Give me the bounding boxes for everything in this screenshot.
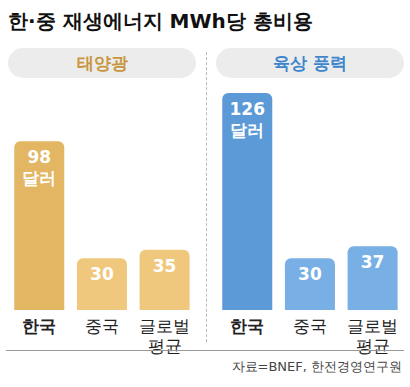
html-text:평균: 평균: [355, 336, 390, 356]
svg-text:한국: 한국: [230, 316, 264, 336]
svg-text:37: 37: [361, 252, 385, 272]
svg-text:30: 30: [90, 264, 114, 284]
svg-text:중국: 중국: [85, 316, 119, 336]
html-text:글로벌: 글로벌: [139, 316, 191, 336]
svg-text:126달러: 126달러: [230, 99, 266, 140]
svg-text:한국: 한국: [22, 316, 56, 336]
html-text:자료=BNEF, 한전경영연구원: 자료=BNEF, 한전경영연구원: [231, 359, 402, 374]
html-text:평균: 평균: [147, 336, 182, 356]
svg-text:35: 35: [153, 256, 177, 276]
html-text:글로벌: 글로벌: [347, 316, 399, 336]
html-text:한·중 재생에너지 MWh당 총비용: 한·중 재생에너지 MWh당 총비용: [8, 9, 313, 33]
svg-text:30: 30: [298, 264, 322, 284]
html-text:육상 풍력: 육상 풍력: [273, 53, 347, 73]
svg-text:중국: 중국: [293, 316, 327, 336]
svg-text:98달러: 98달러: [22, 147, 56, 188]
html-text:태양광: 태양광: [76, 53, 128, 73]
